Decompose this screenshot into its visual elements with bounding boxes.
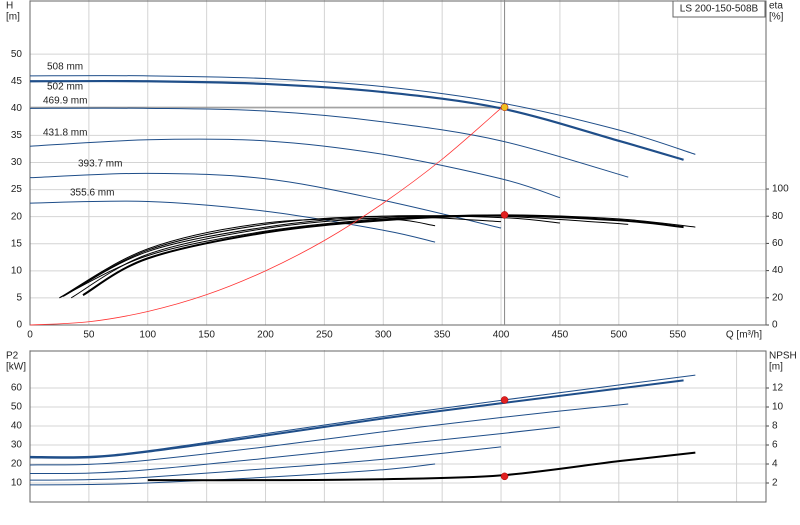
curve xyxy=(82,214,684,296)
y2-tick-label: 2 xyxy=(772,478,778,489)
y-tick-label: 0 xyxy=(16,320,22,331)
y-tick-label: 25 xyxy=(11,184,23,195)
x-tick-label: 450 xyxy=(552,330,569,341)
curve xyxy=(29,426,560,475)
y-tick-label: 40 xyxy=(11,421,23,432)
plot-frame xyxy=(29,0,767,326)
y2-tick-label: 0 xyxy=(772,320,778,331)
x-tick-label: 300 xyxy=(375,330,392,341)
curve xyxy=(29,379,684,459)
y2-tick-label: 10 xyxy=(772,402,784,413)
operating-point xyxy=(500,396,509,404)
y-tick-label: 15 xyxy=(11,238,23,249)
y-tick-label: 20 xyxy=(11,211,23,222)
y2-tick-label: 12 xyxy=(772,383,784,394)
curve xyxy=(29,138,561,199)
y2-tick-label: 4 xyxy=(772,459,778,470)
y-tick-label: 5 xyxy=(16,293,22,304)
curve-label: 431.8 mm xyxy=(43,128,87,139)
y2-tick-label: 80 xyxy=(772,211,784,222)
y-axis-label: P2 xyxy=(6,351,19,362)
curve-label: 508 mm xyxy=(47,62,83,73)
curve xyxy=(62,215,502,297)
curve xyxy=(29,107,629,178)
title-box xyxy=(672,0,766,18)
curve-label: 355.6 mm xyxy=(70,188,114,199)
y2-axis-unit: [%] xyxy=(769,12,784,23)
y-tick-label: 60 xyxy=(11,383,23,394)
y-tick-label: 10 xyxy=(11,265,23,276)
operating-point xyxy=(500,211,509,219)
curve-label: 502 mm xyxy=(47,82,83,93)
x-tick-label: 550 xyxy=(669,330,686,341)
y-tick-label: 30 xyxy=(11,157,23,168)
x-tick-label: 350 xyxy=(434,330,451,341)
plot-frame xyxy=(29,350,767,503)
y-tick-label: 30 xyxy=(11,440,23,451)
y-tick-label: 35 xyxy=(11,130,23,141)
y-axis-label: H xyxy=(6,1,13,12)
curve xyxy=(29,446,502,481)
y2-tick-label: 60 xyxy=(772,238,784,249)
chart-title: LS 200-150-508B xyxy=(680,4,759,15)
y-axis-unit: [kW] xyxy=(6,362,26,373)
curve-label: 393.7 mm xyxy=(78,159,122,170)
y2-axis-unit: [m] xyxy=(769,362,783,373)
x-tick-label: 0 xyxy=(27,330,33,341)
curve xyxy=(29,75,696,155)
x-tick-label: 200 xyxy=(257,330,274,341)
y2-axis-label: NPSH xyxy=(769,351,797,362)
y-tick-label: 20 xyxy=(11,459,23,470)
curve xyxy=(29,104,505,326)
y2-tick-label: 100 xyxy=(772,184,789,195)
y2-tick-label: 6 xyxy=(772,440,778,451)
x-tick-label: 500 xyxy=(610,330,627,341)
curve-label: 469.9 mm xyxy=(43,96,87,107)
curve xyxy=(65,215,560,296)
curve xyxy=(147,451,696,482)
y2-axis-label: eta xyxy=(769,1,783,12)
y-axis-unit: [m] xyxy=(6,12,20,23)
x-tick-label: 100 xyxy=(139,330,156,341)
y-tick-label: 45 xyxy=(11,76,23,87)
curve xyxy=(29,79,684,161)
y-tick-label: 40 xyxy=(11,103,23,114)
curve xyxy=(29,200,436,243)
x-tick-label: 50 xyxy=(83,330,95,341)
y2-tick-label: 8 xyxy=(772,421,778,432)
curve xyxy=(29,172,502,229)
x-axis-label: Q [m³/h] xyxy=(726,330,762,341)
y-tick-label: 50 xyxy=(11,49,23,60)
y-tick-label: 10 xyxy=(11,478,23,489)
operating-point xyxy=(500,103,509,111)
y2-tick-label: 40 xyxy=(772,265,784,276)
curve xyxy=(70,215,629,299)
x-tick-label: 250 xyxy=(316,330,333,341)
y-tick-label: 50 xyxy=(11,402,23,413)
y2-tick-label: 20 xyxy=(772,292,784,303)
curve xyxy=(29,403,629,466)
x-tick-label: 150 xyxy=(198,330,215,341)
curve xyxy=(59,218,436,299)
x-tick-label: 400 xyxy=(493,330,510,341)
operating-point xyxy=(500,472,509,481)
